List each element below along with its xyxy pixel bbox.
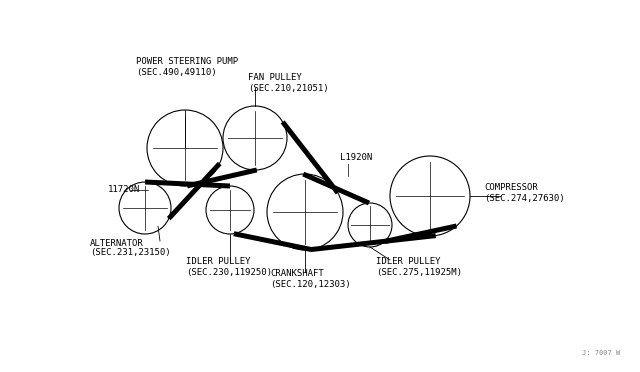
Polygon shape xyxy=(234,231,312,252)
Text: (SEC.120,12303): (SEC.120,12303) xyxy=(270,279,351,289)
Text: (SEC.210,21051): (SEC.210,21051) xyxy=(248,83,328,93)
Text: ALTERNATOR: ALTERNATOR xyxy=(90,238,144,247)
Text: L1920N: L1920N xyxy=(340,154,372,163)
Polygon shape xyxy=(302,172,370,205)
Text: FAN PULLEY: FAN PULLEY xyxy=(248,74,301,83)
Text: (SEC.274,27630): (SEC.274,27630) xyxy=(484,193,564,202)
Text: (SEC.490,49110): (SEC.490,49110) xyxy=(136,67,216,77)
Text: POWER STEERING PUMP: POWER STEERING PUMP xyxy=(136,58,238,67)
Polygon shape xyxy=(384,224,457,244)
Polygon shape xyxy=(310,233,436,252)
Text: IDLER PULLEY: IDLER PULLEY xyxy=(186,257,250,266)
Polygon shape xyxy=(281,121,340,195)
Polygon shape xyxy=(167,162,221,220)
Text: (SEC.275,11925M): (SEC.275,11925M) xyxy=(376,267,462,276)
Text: 11720N: 11720N xyxy=(108,186,140,195)
Text: (SEC.230,119250): (SEC.230,119250) xyxy=(186,267,272,276)
Polygon shape xyxy=(187,167,257,188)
Text: COMPRESSOR: COMPRESSOR xyxy=(484,183,538,192)
Text: J: 7007 W: J: 7007 W xyxy=(582,350,620,356)
Text: CRANKSHAFT: CRANKSHAFT xyxy=(270,269,324,279)
Polygon shape xyxy=(145,180,230,189)
Text: (SEC.231,23150): (SEC.231,23150) xyxy=(90,248,171,257)
Text: IDLER PULLEY: IDLER PULLEY xyxy=(376,257,440,266)
